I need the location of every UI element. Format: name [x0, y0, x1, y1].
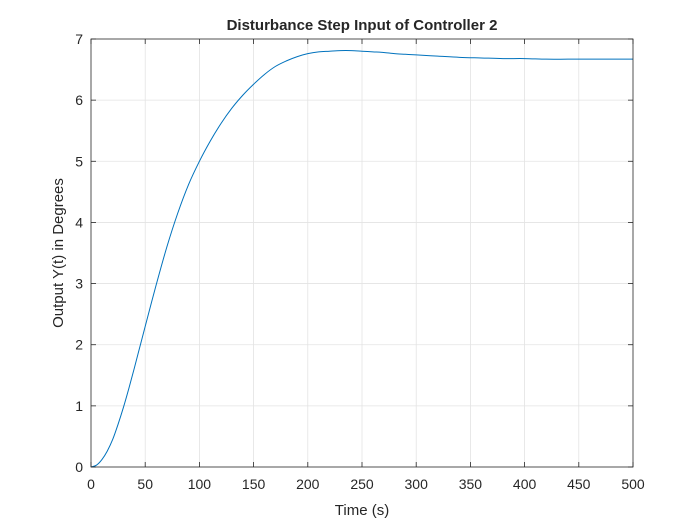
- x-axis-label: Time (s): [335, 502, 389, 519]
- y-tick-label: 7: [75, 31, 83, 47]
- x-tick-label: 450: [567, 476, 591, 492]
- x-tick-label: 50: [137, 476, 153, 492]
- x-tick-label: 250: [350, 476, 374, 492]
- x-tick-labels: 0 50 100 150 200 250 300 350 400 450 500: [87, 476, 645, 492]
- y-tick-labels: 0 1 2 3 4 5 6 7: [75, 31, 83, 475]
- y-tick-label: 2: [75, 337, 83, 353]
- x-tick-label: 0: [87, 476, 95, 492]
- x-tick-label: 100: [188, 476, 212, 492]
- y-tick-label: 1: [75, 398, 83, 414]
- series-line-0: [90, 50, 633, 468]
- chart-title: Disturbance Step Input of Controller 2: [227, 17, 498, 34]
- y-axis-label: Output Y(t) in Degrees: [50, 178, 67, 328]
- y-tick-label: 4: [75, 214, 83, 230]
- x-tick-label: 200: [296, 476, 320, 492]
- y-tick-label: 5: [75, 153, 83, 169]
- y-tick-label: 0: [75, 459, 83, 475]
- x-tick-label: 350: [459, 476, 483, 492]
- x-tick-label: 300: [405, 476, 429, 492]
- y-tick-label: 3: [75, 276, 83, 292]
- grid: [91, 39, 633, 467]
- x-tick-label: 150: [242, 476, 266, 492]
- series-layer: [90, 50, 633, 468]
- y-tick-label: 6: [75, 92, 83, 108]
- x-tick-label: 400: [513, 476, 537, 492]
- ticks: [90, 38, 634, 468]
- x-tick-label: 500: [621, 476, 645, 492]
